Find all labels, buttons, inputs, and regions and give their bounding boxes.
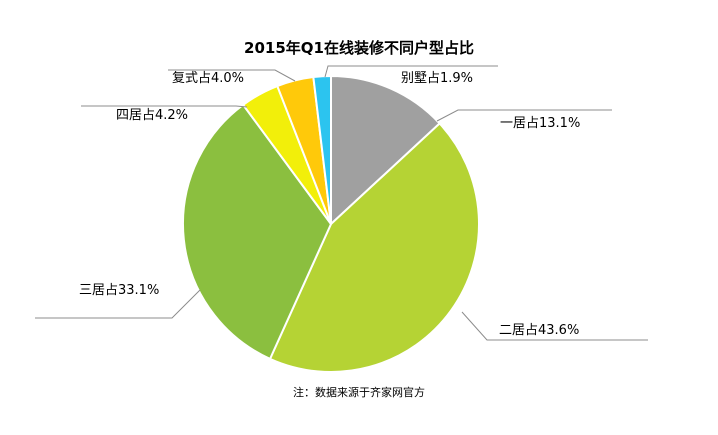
slice-label-4ju: 四居占4.2% xyxy=(116,108,188,123)
leader-line-fushi xyxy=(168,69,296,82)
pie-slice-bieshu xyxy=(312,74,332,225)
source-note: 注：数据来源于齐家网官方 xyxy=(293,385,425,399)
slice-label-2ju: 二居占43.6% xyxy=(499,323,579,338)
pie-slice-3ju xyxy=(182,103,333,361)
leader-line-4ju xyxy=(81,105,248,108)
leader-line-3ju xyxy=(35,289,201,319)
slice-label-1ju: 一居占13.1% xyxy=(500,116,580,131)
pie-slice-2ju xyxy=(268,122,480,373)
slice-label-fushi: 复式占4.0% xyxy=(172,71,244,86)
leader-line-1ju xyxy=(436,109,612,122)
slice-label-bieshu: 别墅占1.9% xyxy=(401,71,473,86)
chart-title: 2015年Q1在线装修不同户型占比 xyxy=(244,39,474,57)
pie-slice-1ju xyxy=(330,74,442,227)
leader-lines xyxy=(35,65,648,341)
leader-line-bieshu xyxy=(324,65,498,78)
leader-line-2ju xyxy=(461,311,648,341)
pie-slices xyxy=(182,74,480,373)
slice-label-3ju: 三居占33.1% xyxy=(79,283,159,298)
